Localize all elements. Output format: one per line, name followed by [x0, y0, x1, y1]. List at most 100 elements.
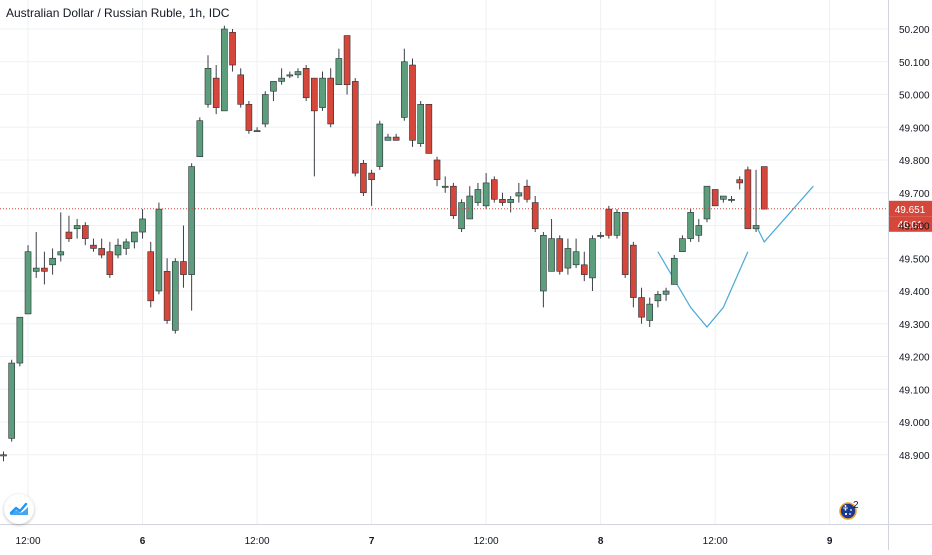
y-tick-label: 49.200 [899, 353, 930, 364]
candle [589, 235, 596, 291]
candle [556, 235, 564, 275]
candle-body [638, 297, 645, 318]
candle [368, 169, 375, 206]
x-tick-label: 12:00 [245, 536, 270, 547]
candle-body [155, 208, 163, 292]
candle-body [417, 104, 424, 144]
candle-body [114, 244, 122, 256]
candle [744, 166, 752, 230]
candle [237, 68, 245, 108]
candle [728, 196, 735, 203]
candle [564, 238, 572, 275]
candle [450, 182, 457, 219]
candle-body [229, 31, 236, 66]
candle [654, 291, 662, 308]
y-tick-label: 48.900 [899, 451, 930, 462]
candle-body [368, 172, 375, 180]
candle [311, 77, 318, 177]
candle [147, 241, 155, 308]
australia-flag-icon[interactable] [839, 502, 857, 520]
candle [360, 160, 367, 197]
candle-body [572, 251, 580, 266]
candle [531, 196, 539, 233]
candle-body [605, 208, 613, 236]
candle-body [131, 231, 138, 243]
candle [286, 71, 294, 79]
candle-body [392, 136, 400, 141]
candle [106, 241, 114, 278]
candle [425, 104, 433, 154]
candle-body [621, 212, 629, 275]
candle [302, 65, 310, 102]
candle-body [16, 316, 24, 364]
candle-body [540, 235, 547, 292]
y-tick-label: 49.900 [899, 123, 930, 134]
last-price-label: 49.651 [895, 205, 926, 216]
candle [597, 232, 604, 239]
candle [270, 81, 277, 102]
candle [155, 202, 163, 295]
candle-body [703, 185, 711, 220]
candle [32, 232, 40, 278]
candle-body [384, 136, 392, 141]
x-tick-label: 12:00 [703, 536, 728, 547]
candle-body [670, 257, 678, 285]
candle-body [41, 267, 48, 272]
candle-body [728, 199, 735, 201]
candle [98, 238, 105, 259]
candle [621, 212, 629, 278]
candle [458, 199, 465, 233]
y-tick-label: 49.800 [899, 156, 930, 167]
candle-body [294, 71, 302, 76]
candle-body [270, 81, 277, 92]
candle [401, 48, 408, 121]
candle [760, 166, 768, 210]
y-tick-label: 49.300 [899, 320, 930, 331]
countdown-label: 46:01 [897, 220, 922, 231]
candle-body [171, 261, 179, 331]
candle-body [548, 238, 555, 272]
candle [646, 297, 654, 328]
candle [490, 176, 498, 203]
candle [679, 235, 686, 253]
candle-body [613, 212, 621, 236]
tradingview-logo-icon[interactable] [4, 494, 34, 524]
candle [253, 127, 261, 133]
candle-body [286, 74, 294, 77]
candle-body [450, 185, 457, 216]
candle-body [752, 225, 760, 230]
x-tick-label: 8 [598, 536, 604, 547]
candle-body [360, 162, 367, 194]
candle [8, 359, 15, 442]
candle-body [73, 225, 81, 230]
candle-body [507, 199, 514, 203]
candle-body [32, 267, 40, 272]
candle-body [482, 182, 490, 207]
candle-body [65, 231, 73, 239]
chart-title: Australian Dollar / Russian Ruble, 1h, I… [6, 6, 230, 20]
candle [523, 179, 531, 203]
candle [441, 176, 449, 193]
y-tick-label: 49.400 [899, 287, 930, 298]
candle-body [490, 179, 498, 200]
candle [711, 189, 719, 207]
candle [630, 241, 637, 308]
candle [180, 225, 187, 288]
candle [139, 209, 146, 239]
candle-body [90, 244, 97, 249]
candle-body [425, 104, 433, 154]
candle-body [744, 169, 752, 230]
candle-body [253, 130, 261, 133]
candle-body [221, 28, 228, 112]
pattern-drawing [657, 185, 814, 328]
last-price-line-group: 49.651 46:01 [0, 200, 932, 232]
candle-body [687, 212, 694, 239]
candle [41, 251, 48, 285]
candle-body [237, 74, 245, 105]
candle [65, 215, 73, 242]
candle [384, 133, 392, 141]
candle [466, 186, 474, 220]
